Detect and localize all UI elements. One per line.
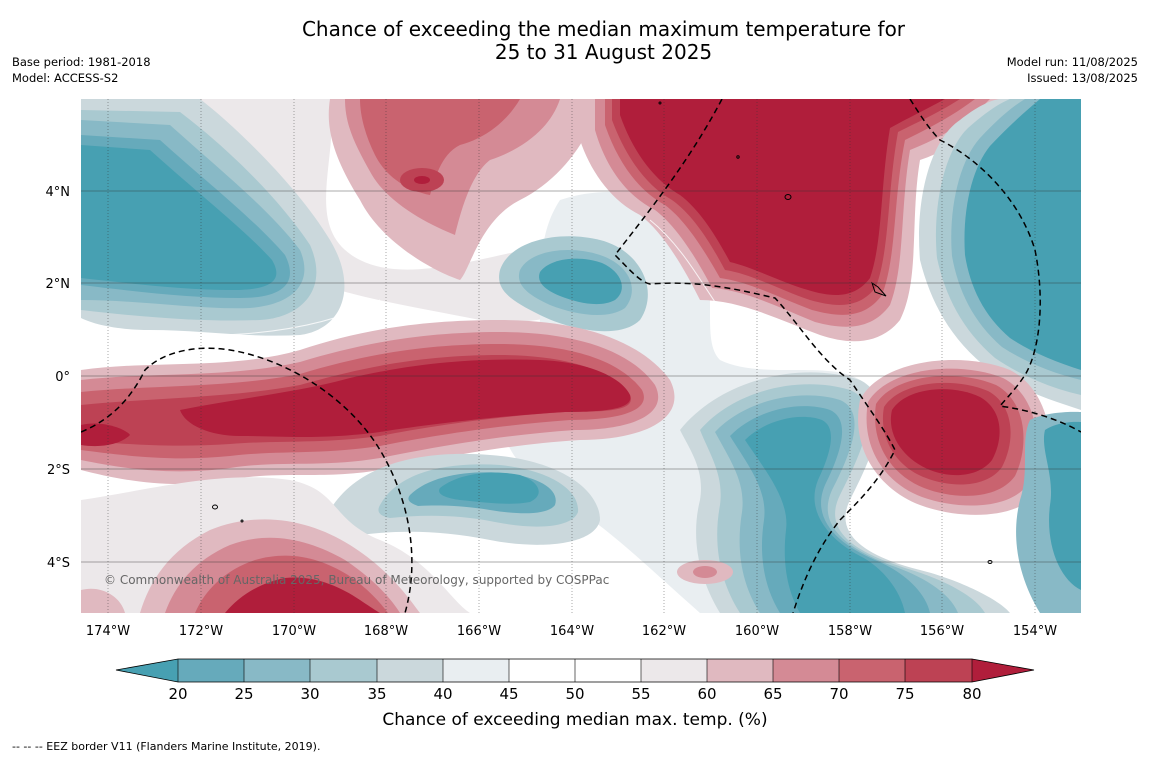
colorbar-swatch <box>178 659 244 682</box>
colorbar-swatch <box>575 659 641 682</box>
colorbar-swatch <box>310 659 377 682</box>
colorbar-swatch <box>707 659 773 682</box>
colorbar-tick: 55 <box>631 685 650 703</box>
eez-borders <box>81 99 1081 613</box>
lon-label: 158°W <box>828 624 872 639</box>
colorbar-tick: 45 <box>499 685 518 703</box>
colorbar-tick: 65 <box>763 685 782 703</box>
lon-label: 156°W <box>920 624 964 639</box>
colorbar-over-arrow <box>972 659 1034 682</box>
colorbar-tick: 30 <box>300 685 319 703</box>
colorbar-swatch <box>905 659 972 682</box>
lon-label: 162°W <box>642 624 686 639</box>
colorbar-tick: 75 <box>895 685 914 703</box>
lat-label: 4°N <box>46 185 71 200</box>
probability-field <box>81 99 1081 613</box>
lon-label: 170°W <box>272 624 316 639</box>
meta-right: Model run: 11/08/2025 Issued: 13/08/2025 <box>1007 54 1138 86</box>
colorbar-tick: 80 <box>962 685 981 703</box>
colorbar-tick: 25 <box>234 685 253 703</box>
colorbar-swatch <box>509 659 575 682</box>
copyright-credit: © Commonwealth of Australia 2025, Bureau… <box>104 573 610 587</box>
map-title: Chance of exceeding the median maximum t… <box>0 18 1150 64</box>
base-period-text: Base period: 1981-2018 <box>12 55 151 69</box>
island-outlines <box>212 101 993 564</box>
eez-legend-note: -- -- -- EEZ border V11 (Flanders Marine… <box>12 740 321 753</box>
colorbar-swatch <box>839 659 905 682</box>
graticule <box>81 190 1081 563</box>
colorbar-swatch <box>641 659 707 682</box>
colorbar: 20 25 30 35 40 45 50 55 60 65 70 75 80 <box>115 658 1035 703</box>
colorbar-tick: 40 <box>433 685 452 703</box>
issued-text: Issued: 13/08/2025 <box>1027 71 1138 85</box>
lon-label: 160°W <box>735 624 779 639</box>
lon-label: 154°W <box>1013 624 1057 639</box>
model-text: Model: ACCESS-S2 <box>12 71 119 85</box>
title-line-1: Chance of exceeding the median maximum t… <box>301 17 906 41</box>
colorbar-swatch <box>773 659 839 682</box>
lat-label: 4°S <box>47 556 70 571</box>
colorbar-dividers <box>177 659 973 682</box>
colorbar-swatch <box>244 659 310 682</box>
colorbar-tick: 60 <box>697 685 716 703</box>
colorbar-swatch <box>443 659 509 682</box>
lat-label: 0° <box>55 370 70 385</box>
lon-label: 164°W <box>550 624 594 639</box>
colorbar-under-arrow <box>116 659 178 682</box>
colorbar-tick: 35 <box>367 685 386 703</box>
lon-label: 172°W <box>179 624 223 639</box>
colorbar-ticks: 20 25 30 35 40 45 50 55 60 65 70 75 80 <box>168 685 981 703</box>
longitude-labels: 174°W 172°W 170°W 168°W 166°W 164°W 162°… <box>86 624 1057 639</box>
lon-label: 166°W <box>457 624 501 639</box>
lon-label: 168°W <box>364 624 408 639</box>
lat-label: 2°N <box>46 277 71 292</box>
colorbar-tick: 70 <box>829 685 848 703</box>
lon-label: 174°W <box>86 624 130 639</box>
title-line-2: 25 to 31 August 2025 <box>494 40 713 64</box>
lat-label: 2°S <box>47 463 70 478</box>
latitude-labels: 4°N 2°N 0° 2°S 4°S <box>46 185 71 571</box>
colorbar-tick: 50 <box>565 685 584 703</box>
colorbar-tick: 20 <box>168 685 187 703</box>
colorbar-swatch <box>377 659 443 682</box>
meta-left: Base period: 1981-2018 Model: ACCESS-S2 <box>12 54 151 86</box>
colorbar-label: Chance of exceeding median max. temp. (%… <box>382 710 768 730</box>
model-run-text: Model run: 11/08/2025 <box>1006 55 1138 69</box>
